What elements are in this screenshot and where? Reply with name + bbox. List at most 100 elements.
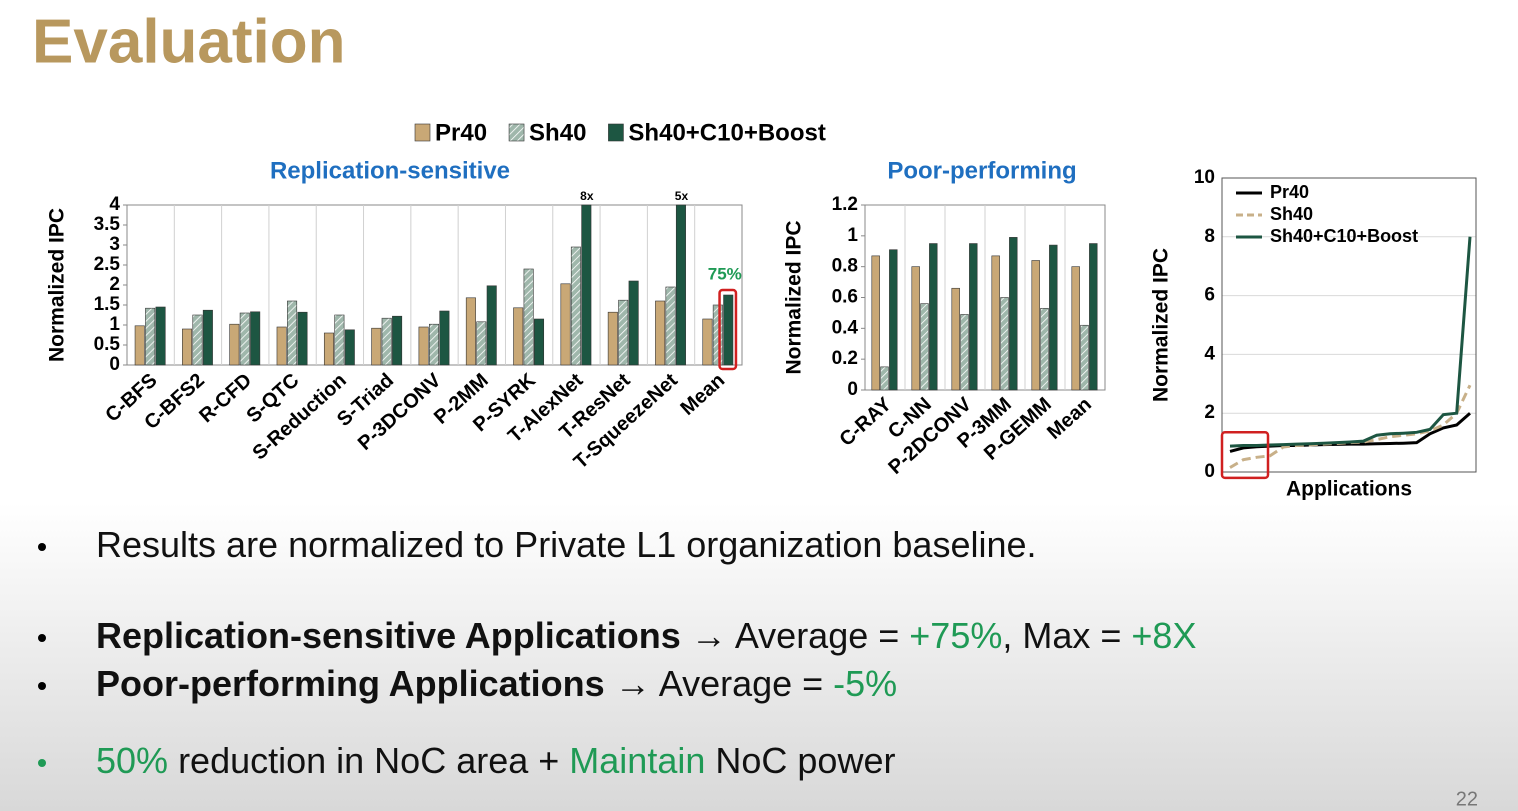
bar: [392, 315, 403, 366]
text-run: NoC power: [705, 740, 895, 781]
x-axis-label: Applications: [1286, 478, 1412, 501]
text-run: Replication-sensitive Applications: [96, 615, 681, 656]
y-tick-label: 0.4: [832, 317, 859, 338]
y-tick-label: 10: [1194, 167, 1215, 188]
y-tick-label: 0: [847, 379, 858, 400]
text-run: +75%: [909, 615, 1002, 656]
bar: [560, 283, 571, 366]
bar: [182, 328, 193, 366]
bar: [229, 323, 240, 366]
y-tick-label: 0.2: [832, 348, 858, 369]
bar: [202, 309, 213, 366]
bar: [991, 255, 1000, 391]
y-tick-label: 0: [1204, 461, 1215, 482]
y-tick-label: 1: [109, 314, 120, 335]
y-tick-label: 8: [1204, 226, 1215, 247]
plot-frame: [1221, 177, 1477, 473]
text-run: reduction in NoC area +: [168, 740, 569, 781]
legend-swatch: [414, 123, 431, 142]
bullet-dot: [38, 759, 46, 767]
bar: [134, 325, 145, 366]
legend-label: Pr40: [1270, 182, 1309, 202]
y-tick-label: 2: [1204, 402, 1215, 423]
bar: [880, 366, 889, 391]
bar: [607, 311, 618, 366]
legend-label: Sh40: [1270, 204, 1313, 224]
bar: [250, 311, 261, 366]
bar: [1071, 266, 1080, 391]
bullet-dot: [38, 543, 46, 551]
line: [1229, 236, 1472, 448]
bar: [418, 326, 429, 366]
bar: [871, 255, 880, 391]
bar: [145, 307, 156, 366]
bar: [371, 327, 382, 366]
text-run: -5%: [833, 663, 897, 704]
bar: [1040, 307, 1049, 391]
bar: [712, 304, 723, 366]
bar: [486, 285, 497, 366]
legend-label: Sh40+C10+Boost: [1270, 226, 1418, 246]
bullet-text: Poor-performing Applications → Average =…: [96, 663, 897, 704]
bullet-dot: [38, 682, 46, 690]
bar: [675, 204, 686, 366]
text-run: , Max =: [1002, 615, 1131, 656]
bar: [297, 311, 308, 366]
text-run: 50%: [96, 740, 168, 781]
bar: [1049, 244, 1058, 391]
bar: [523, 268, 534, 366]
bar: [628, 280, 639, 366]
bar: [911, 266, 920, 391]
bar: [534, 318, 545, 366]
y-tick-label: 0.6: [832, 287, 858, 308]
y-tick-label: 3.5: [94, 214, 121, 235]
value-label: 8x: [580, 189, 594, 203]
y-tick-label: 4: [109, 194, 120, 215]
y-tick-label: 1.2: [832, 194, 858, 215]
slide-title: Evaluation: [32, 7, 346, 76]
value-label: 5x: [675, 189, 689, 203]
bar: [476, 321, 487, 366]
bar: [155, 306, 166, 366]
bar: [1089, 243, 1098, 391]
y-tick-label: 0: [109, 354, 120, 375]
bar: [581, 204, 592, 366]
y-tick-label: 2.5: [94, 254, 121, 275]
bullet-dot: [38, 634, 46, 642]
page-number: 22: [1456, 788, 1478, 810]
bar: [960, 314, 969, 391]
bullet-text: 50% reduction in NoC area + Maintain NoC…: [96, 740, 895, 781]
bar: [618, 299, 629, 366]
bar: [465, 297, 476, 366]
bar: [655, 300, 666, 366]
text-run: +8X: [1131, 615, 1196, 656]
bar: [570, 246, 581, 366]
y-tick-label: 3: [109, 234, 120, 255]
bar: [344, 329, 355, 366]
bar: [1080, 324, 1089, 391]
y-tick-label: 0.8: [832, 256, 858, 277]
bar: [381, 317, 392, 366]
y-tick-label: 0.5: [94, 334, 121, 355]
text-run: Results are normalized to Private L1 org…: [96, 524, 1037, 565]
bar: [665, 286, 676, 366]
bar: [1031, 260, 1040, 391]
bar: [334, 314, 345, 366]
bullet-text: Results are normalized to Private L1 org…: [96, 524, 1037, 565]
y-tick-label: 6: [1204, 285, 1215, 306]
bar: [513, 307, 524, 366]
chart-title: Replication-sensitive: [270, 157, 510, 184]
bar: [1009, 237, 1018, 391]
y-tick-label: 4: [1204, 343, 1215, 364]
bar: [929, 243, 938, 391]
y-axis-label: Normalized IPC: [1150, 248, 1173, 402]
bullet-text: Replication-sensitive Applications → Ave…: [96, 615, 1196, 656]
y-tick-label: 1.5: [94, 294, 121, 315]
legend-label: Sh40+C10+Boost: [628, 119, 825, 146]
legend-label: Sh40: [529, 119, 586, 146]
annotation: 75%: [708, 264, 742, 283]
bar: [951, 287, 960, 391]
text-run: Poor-performing Applications: [96, 663, 605, 704]
